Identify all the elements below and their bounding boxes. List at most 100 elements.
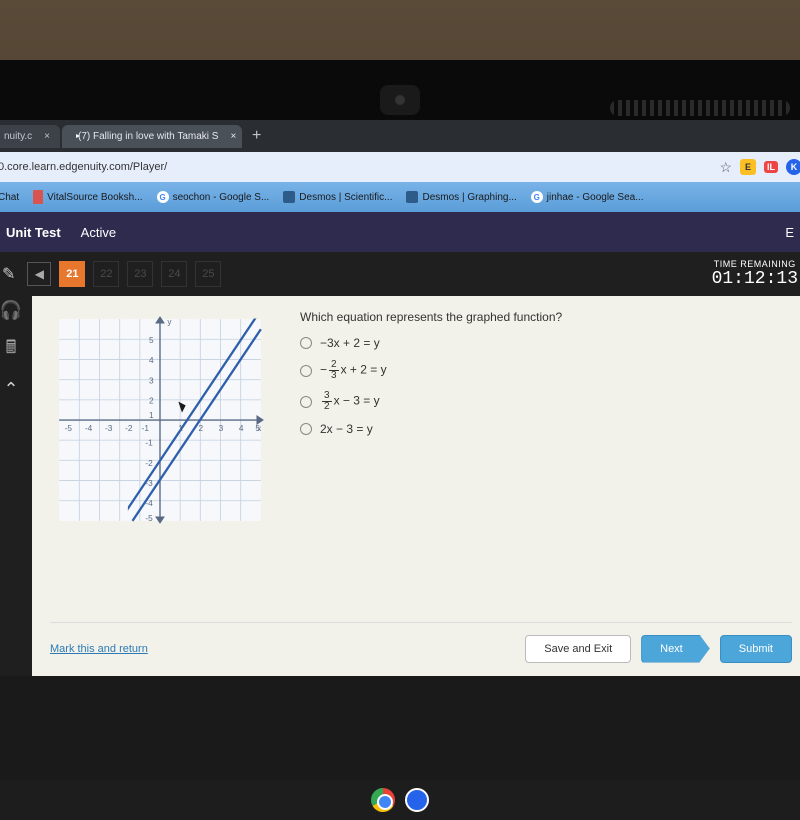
question-number[interactable]: 23 <box>127 261 153 287</box>
answer-option[interactable]: 32x − 3 = y <box>300 391 792 412</box>
prev-question-button[interactable]: ◀ <box>27 262 51 286</box>
question-panel: y x 54321 -1-2-3-4-5 -5-4-3-2-1 12345 <box>32 296 800 676</box>
bookmarks-bar: Chat VitalSource Booksh... G seochon - G… <box>0 182 800 212</box>
tab-title: (7) Falling in love with Tamaki S <box>78 131 218 142</box>
radio-icon[interactable] <box>300 337 312 349</box>
headphones-icon[interactable]: 🎧 <box>0 300 22 321</box>
svg-text:2: 2 <box>149 397 154 406</box>
url-text: 0.core.learn.edgenuity.com/Player/ <box>0 161 719 173</box>
header-right-label: E <box>785 225 794 240</box>
svg-text:-3: -3 <box>105 424 113 433</box>
option-label: −3x + 2 = y <box>320 336 380 350</box>
desmos-icon <box>406 191 418 203</box>
option-label: 2x − 3 = y <box>320 422 373 436</box>
browser-tab-strip: nuity.c × (7) Falling in love with Tamak… <box>0 120 800 152</box>
browser-tab[interactable]: nuity.c × <box>0 125 60 148</box>
question-number[interactable]: 24 <box>161 261 187 287</box>
bookmark-label: VitalSource Booksh... <box>47 192 142 203</box>
bookmark-label: seochon - Google S... <box>173 192 270 203</box>
question-number[interactable]: 25 <box>195 261 221 287</box>
laptop-frame: nuity.c × (7) Falling in love with Tamak… <box>0 60 800 820</box>
radio-icon[interactable] <box>300 396 312 408</box>
option-label: 32x − 3 = y <box>320 391 380 412</box>
svg-text:5: 5 <box>255 424 260 433</box>
side-toolbar: 🎧 🖩 ⌃ <box>0 296 32 676</box>
mark-return-link[interactable]: Mark this and return <box>50 643 148 655</box>
radio-icon[interactable] <box>300 423 312 435</box>
bookmark-item[interactable]: G jinhae - Google Sea... <box>531 191 644 203</box>
vitalsource-icon <box>33 190 43 204</box>
svg-text:-3: -3 <box>145 479 153 488</box>
tab-title: nuity.c <box>4 131 32 142</box>
bookmark-item[interactable]: Chat <box>0 192 19 203</box>
url-bar-actions: ☆ E IL K <box>719 159 800 176</box>
coordinate-graph: y x 54321 -1-2-3-4-5 -5-4-3-2-1 12345 <box>50 310 270 530</box>
svg-text:4: 4 <box>239 424 244 433</box>
desmos-icon <box>283 191 295 203</box>
taskbar <box>0 780 800 820</box>
svg-text:5: 5 <box>149 336 154 345</box>
graph: y x 54321 -1-2-3-4-5 -5-4-3-2-1 12345 <box>50 310 270 622</box>
answer-option[interactable]: −3x + 2 = y <box>300 336 792 350</box>
svg-text:-1: -1 <box>142 424 150 433</box>
svg-text:3: 3 <box>149 376 154 385</box>
close-icon[interactable]: × <box>44 131 50 142</box>
option-label: −23x + 2 = y <box>320 360 387 381</box>
answer-option[interactable]: −23x + 2 = y <box>300 360 792 381</box>
close-icon[interactable]: × <box>230 131 236 142</box>
photo-background: nuity.c × (7) Falling in love with Tamak… <box>0 0 800 800</box>
app-icon[interactable] <box>405 788 429 812</box>
bookmark-item[interactable]: Desmos | Scientific... <box>283 191 392 203</box>
answer-option[interactable]: 2x − 3 = y <box>300 422 792 436</box>
svg-text:-1: -1 <box>145 439 153 448</box>
next-button[interactable]: Next <box>641 635 710 663</box>
svg-text:-4: -4 <box>145 499 153 508</box>
svg-text:-5: -5 <box>65 424 73 433</box>
bookmark-item[interactable]: G seochon - Google S... <box>157 191 270 203</box>
svg-text:1: 1 <box>149 411 154 420</box>
question-number[interactable]: 22 <box>93 261 119 287</box>
svg-text:-2: -2 <box>145 459 153 468</box>
question-number-current[interactable]: 21 <box>59 261 85 287</box>
new-tab-button[interactable]: + <box>244 127 269 145</box>
bookmark-label: Chat <box>0 192 19 203</box>
panel-footer: Mark this and return Save and Exit Next … <box>50 622 792 666</box>
bookmark-label: jinhae - Google Sea... <box>547 192 644 203</box>
bookmark-item[interactable]: VitalSource Booksh... <box>33 190 142 204</box>
svg-text:4: 4 <box>149 356 154 365</box>
page-title: Unit Test <box>6 225 61 240</box>
collapse-icon[interactable]: ⌃ <box>3 379 18 400</box>
svg-text:3: 3 <box>219 424 224 433</box>
svg-text:-4: -4 <box>85 424 93 433</box>
extension-icon[interactable]: K <box>786 159 800 175</box>
extension-icon[interactable]: IL <box>764 161 778 173</box>
content-area: 🎧 🖩 ⌃ <box>0 296 800 676</box>
chrome-icon[interactable] <box>371 788 395 812</box>
svg-text:1: 1 <box>178 424 183 433</box>
submit-button[interactable]: Submit <box>720 635 792 663</box>
timer-label: TIME REMAINING <box>712 259 798 269</box>
google-icon: G <box>531 191 543 203</box>
screen: nuity.c × (7) Falling in love with Tamak… <box>0 120 800 820</box>
svg-text:2: 2 <box>199 424 204 433</box>
radio-icon[interactable] <box>300 365 312 377</box>
webcam <box>380 85 420 115</box>
laptop-vent <box>610 100 790 116</box>
google-icon: G <box>157 191 169 203</box>
pencil-icon[interactable]: ✎ <box>2 264 15 284</box>
timer-value: 01:12:13 <box>712 269 798 289</box>
bookmark-label: Desmos | Graphing... <box>422 192 516 203</box>
extension-icon[interactable]: E <box>740 159 756 175</box>
svg-text:-2: -2 <box>125 424 133 433</box>
bookmark-label: Desmos | Scientific... <box>299 192 392 203</box>
calculator-icon[interactable]: 🖩 <box>6 335 17 365</box>
bookmark-item[interactable]: Desmos | Graphing... <box>406 191 516 203</box>
question-text-area: Which equation represents the graphed fu… <box>300 310 792 622</box>
question-toolbar: ✎ ◀ 21 22 23 24 25 TIME REMAINING 01:12:… <box>0 252 800 296</box>
star-icon[interactable]: ☆ <box>719 159 732 176</box>
browser-tab[interactable]: (7) Falling in love with Tamaki S × <box>62 125 242 148</box>
url-bar[interactable]: 0.core.learn.edgenuity.com/Player/ ☆ E I… <box>0 152 800 182</box>
save-exit-button[interactable]: Save and Exit <box>525 635 631 663</box>
app-header: Unit Test Active E <box>0 212 800 252</box>
svg-text:-5: -5 <box>145 514 153 523</box>
